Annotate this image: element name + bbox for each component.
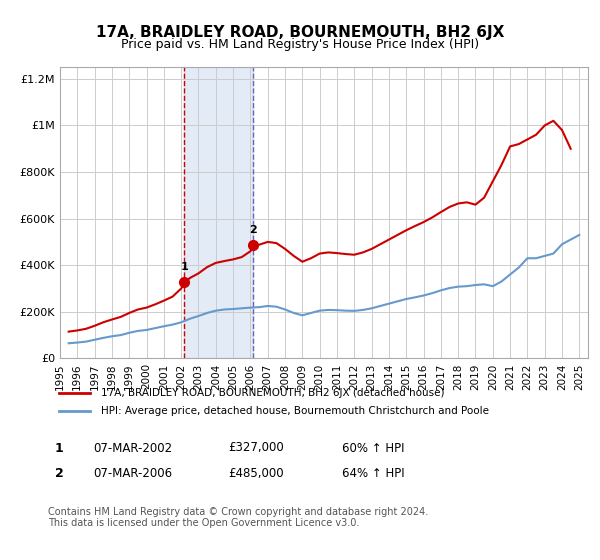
Text: Contains HM Land Registry data © Crown copyright and database right 2024.
This d: Contains HM Land Registry data © Crown c… [48,507,428,529]
Text: Price paid vs. HM Land Registry's House Price Index (HPI): Price paid vs. HM Land Registry's House … [121,38,479,51]
Text: 1: 1 [180,262,188,272]
Text: 07-MAR-2006: 07-MAR-2006 [93,466,172,480]
Text: 17A, BRAIDLEY ROAD, BOURNEMOUTH, BH2 6JX (detached house): 17A, BRAIDLEY ROAD, BOURNEMOUTH, BH2 6JX… [101,388,444,398]
Text: 2: 2 [250,225,257,235]
Text: £485,000: £485,000 [228,466,284,480]
Text: HPI: Average price, detached house, Bournemouth Christchurch and Poole: HPI: Average price, detached house, Bour… [101,406,489,416]
Text: 2: 2 [55,466,64,480]
Text: 17A, BRAIDLEY ROAD, BOURNEMOUTH, BH2 6JX: 17A, BRAIDLEY ROAD, BOURNEMOUTH, BH2 6JX [96,25,504,40]
Text: 07-MAR-2002: 07-MAR-2002 [93,441,172,455]
Text: £327,000: £327,000 [228,441,284,455]
Text: 60% ↑ HPI: 60% ↑ HPI [342,441,404,455]
Text: 64% ↑ HPI: 64% ↑ HPI [342,466,404,480]
Bar [184,67,253,358]
Text: 1: 1 [55,441,64,455]
